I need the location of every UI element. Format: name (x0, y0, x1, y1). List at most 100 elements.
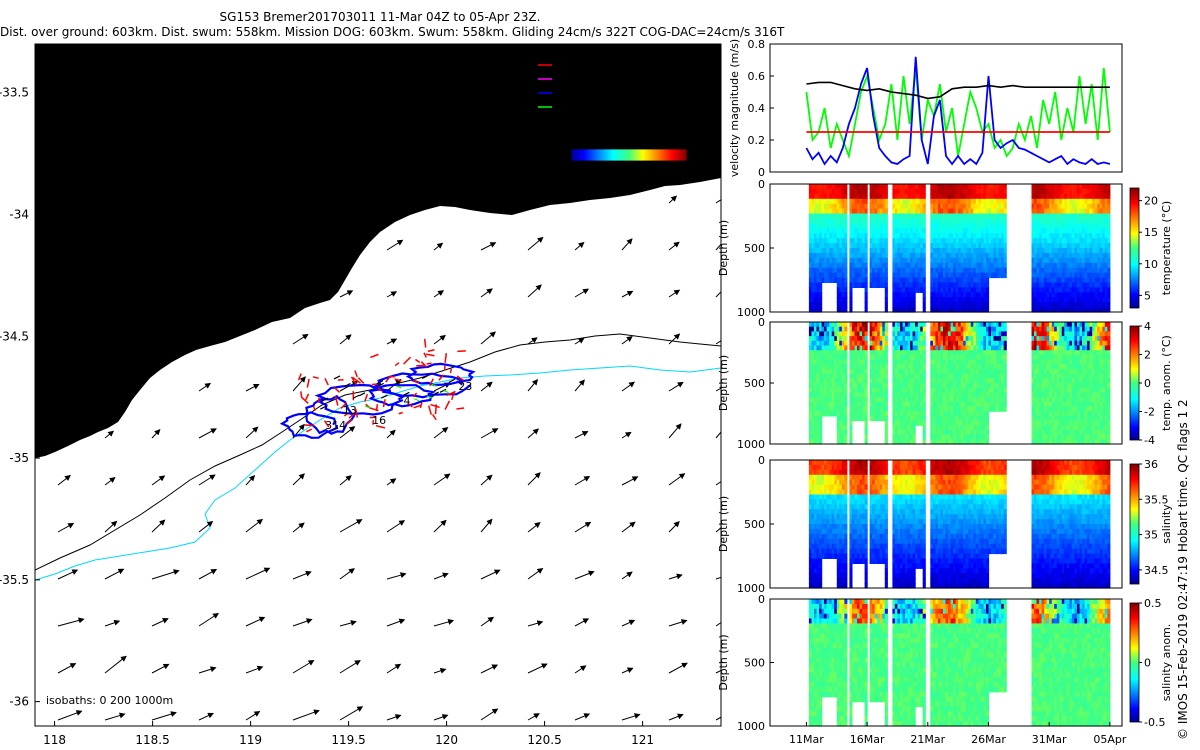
section-cell (955, 392, 959, 398)
section-cell (910, 336, 914, 342)
section-cell (905, 326, 909, 332)
section-cell (1104, 277, 1108, 283)
section-cell (869, 213, 873, 219)
section-cell (857, 233, 861, 239)
section-cell (975, 223, 979, 229)
section-cell (814, 252, 818, 259)
section-cell (986, 213, 990, 219)
section-cell (955, 378, 959, 384)
section-cell (1046, 282, 1050, 288)
section-cell (983, 198, 987, 205)
section-cell (1066, 392, 1070, 398)
section-cell (834, 406, 838, 412)
section-cell (948, 262, 952, 269)
section-cell (841, 282, 845, 288)
section-cell (1079, 282, 1083, 288)
section-cell (930, 373, 934, 379)
section-cell (1094, 248, 1098, 254)
section-cell (1097, 223, 1101, 229)
section-cell (1061, 267, 1065, 274)
section-cell (1031, 439, 1035, 445)
section-cell (948, 350, 952, 356)
section-cell (854, 233, 858, 239)
section-cell (922, 208, 926, 215)
section-cell (824, 248, 828, 254)
section-cell (1089, 282, 1093, 288)
section-cell (857, 188, 861, 195)
section-cell (1001, 218, 1005, 224)
section-cell (1049, 392, 1053, 398)
section-cell (836, 420, 840, 426)
section-cell (922, 336, 926, 342)
velocity-arrow (339, 519, 363, 533)
section-cell (998, 354, 1002, 361)
sfc-vector (358, 392, 366, 397)
section-cell (983, 364, 987, 370)
section-cell (953, 340, 957, 347)
section-cell (872, 411, 876, 417)
velocity-arrow (668, 473, 686, 486)
section-cell (892, 292, 896, 298)
section-cell (930, 420, 934, 426)
section-cell (814, 188, 818, 195)
section-cell (857, 392, 861, 398)
section-cell (922, 397, 926, 403)
section-cell (1102, 307, 1106, 313)
section-cell (1066, 364, 1070, 370)
section-cell (841, 439, 845, 445)
section-cell (912, 228, 916, 234)
section-cell (1054, 272, 1058, 279)
section-cell (1089, 277, 1093, 283)
section-cell (983, 188, 987, 195)
section-cell (1054, 359, 1058, 365)
velocity-arrow (198, 382, 212, 392)
section-cell (884, 326, 888, 332)
section-cell (859, 368, 863, 375)
section-cell (1051, 272, 1055, 279)
velocity-arrow (574, 521, 592, 533)
legend-entry-swim: 25cm/s swim vector (538, 59, 671, 72)
section-cell (978, 368, 982, 375)
section-cell (851, 401, 855, 408)
section-cell (814, 297, 818, 303)
section-cell (932, 378, 936, 384)
section-cell (1039, 203, 1043, 210)
section-cell (945, 292, 949, 298)
section-cell (945, 307, 949, 313)
section-cell (958, 193, 962, 200)
section-cell (872, 184, 876, 190)
section-cell (874, 359, 878, 365)
section-cell (940, 354, 944, 361)
section-cell (1059, 218, 1063, 224)
section-cell (839, 406, 843, 412)
section-cell (851, 411, 855, 417)
section-cell (841, 262, 845, 269)
section-cell (839, 218, 843, 224)
section-cell (849, 198, 853, 205)
section-cell (948, 322, 952, 328)
section-cell (859, 336, 863, 342)
section-cell (854, 203, 858, 210)
section-cell (836, 203, 840, 210)
section-cell (912, 406, 916, 412)
section-cell (920, 415, 924, 422)
section-cell (955, 354, 959, 361)
section-cell (943, 383, 947, 389)
section-cell (877, 223, 881, 229)
section-cell (831, 411, 835, 417)
section-cell (902, 425, 906, 431)
section-cell (960, 243, 964, 249)
section-cell (1044, 401, 1048, 408)
section-cell (892, 350, 896, 356)
section-cell (1041, 218, 1045, 224)
section-cell (991, 406, 995, 412)
section-cell (912, 193, 916, 200)
section-cell (965, 262, 969, 269)
section-cell (872, 257, 876, 264)
section-cell (829, 213, 833, 219)
section-cell (897, 184, 901, 190)
section-cell (970, 262, 974, 269)
section-cell (1102, 228, 1106, 234)
section-cell (1049, 233, 1053, 239)
section-cell (1001, 322, 1005, 328)
